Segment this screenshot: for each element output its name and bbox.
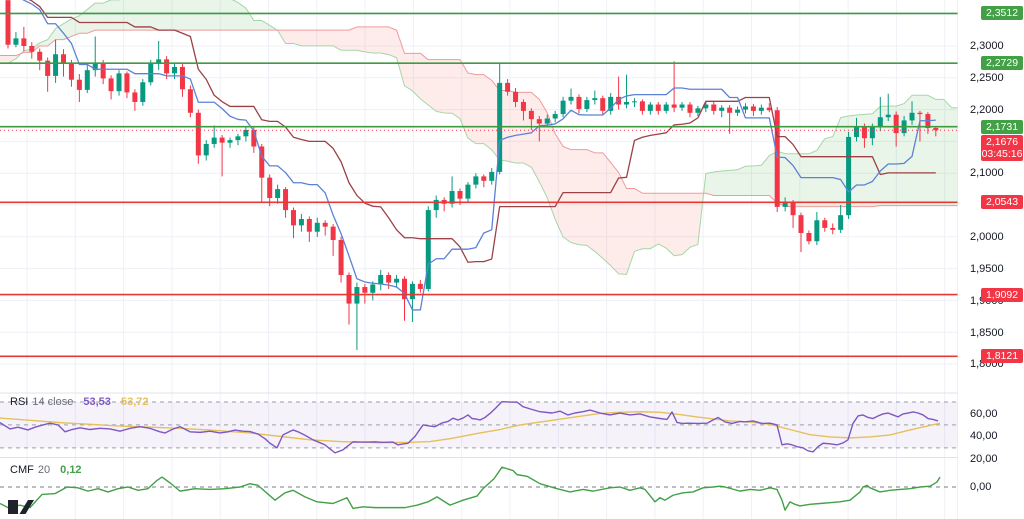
level-price-badge: 2,0543	[981, 195, 1023, 210]
rsi-legend-title: RSI	[10, 396, 29, 408]
level-price-badge: 1,9092	[981, 287, 1023, 302]
tradingview-logo-icon[interactable]	[7, 494, 37, 516]
level-price-badge: 2,1731	[981, 119, 1023, 134]
cmf-legend[interactable]: CMF 20 0,12	[10, 464, 82, 476]
current-price-badge: 2,1676 03:45:16	[981, 134, 1023, 161]
bar-countdown: 03:45:16	[981, 147, 1023, 160]
price-axis-label: 1,8500	[970, 326, 1004, 339]
price-axis-label: 2,1000	[970, 167, 1004, 180]
current-price: 2,1676	[985, 135, 1019, 148]
rsi-axis-label: 20,00	[970, 452, 998, 465]
rsi-legend[interactable]: RSI 14 close 53,53 53,72	[10, 396, 149, 408]
level-price-badge: 2,3512	[981, 6, 1023, 21]
price-axis[interactable]: 2,3000 2,2500 2,2000 2,1000 2,0000 1,9500 1,90…	[958, 0, 1024, 519]
rsi-legend-params: 14 close	[32, 396, 74, 408]
cmf-axis-label: 0,00	[970, 481, 992, 493]
level-price-badge: 1,8121	[981, 349, 1023, 364]
cmf-legend-params: 20	[37, 464, 51, 476]
price-axis-label: 2,3000	[970, 40, 1004, 52]
level-price-badge: 2,2729	[981, 56, 1023, 71]
cmf-value: 0,12	[60, 464, 82, 476]
price-axis-label: 1,9500	[970, 262, 1004, 275]
rsi-value: 53,53	[83, 396, 111, 408]
price-axis-label: 2,2000	[970, 103, 1004, 116]
price-axis-label: 2,2500	[970, 71, 1004, 84]
rsi-axis-label: 60,00	[970, 407, 998, 420]
rsi-ma-value: 53,72	[120, 396, 149, 408]
cmf-legend-title: CMF	[10, 464, 34, 476]
price-axis-label: 2,0000	[970, 231, 1004, 243]
rsi-axis-label: 40,00	[970, 430, 998, 443]
